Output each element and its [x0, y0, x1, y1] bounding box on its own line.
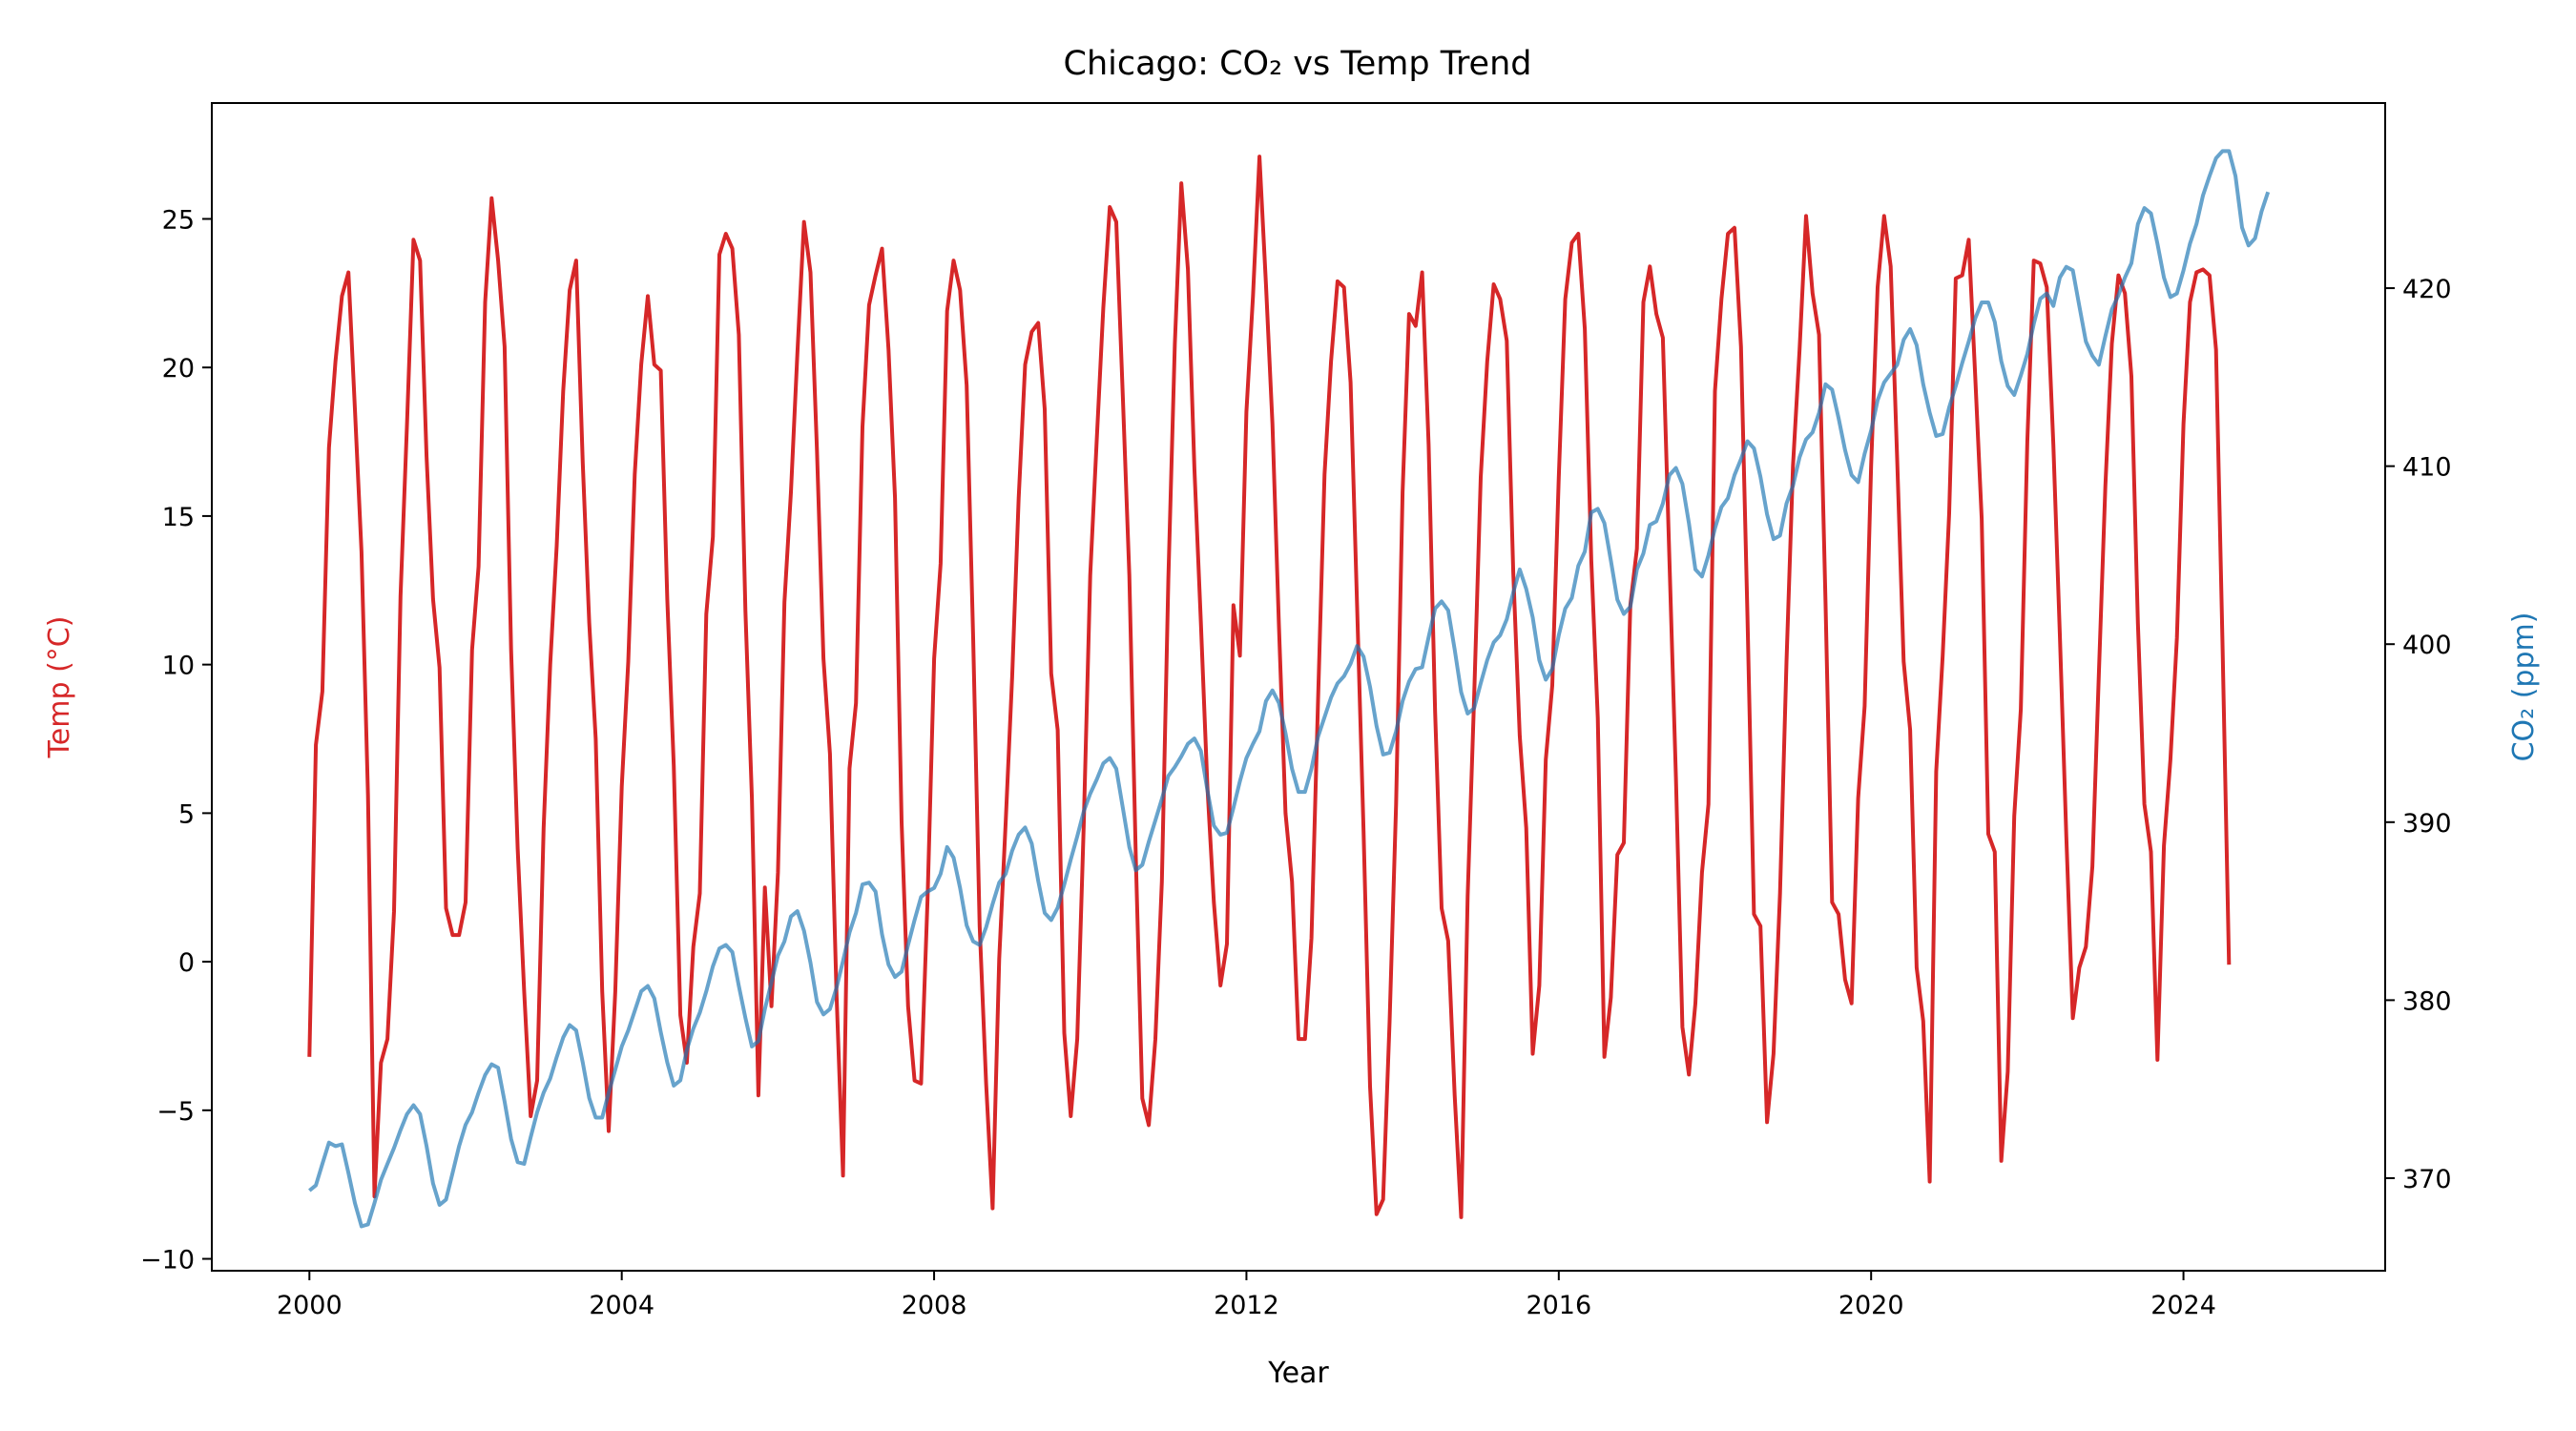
- x-tick-label: 2024: [2150, 1291, 2216, 1320]
- y-left-tick-label: −10: [140, 1246, 195, 1275]
- x-tick-label: 2000: [277, 1291, 343, 1320]
- y-left-tick-label: 15: [162, 503, 195, 532]
- x-tick-label: 2016: [1526, 1291, 1591, 1320]
- x-tick-label: 2012: [1214, 1291, 1279, 1320]
- y-right-axis-title: CO₂ (ppm): [2507, 612, 2541, 762]
- y-left-tick-label: 20: [162, 354, 195, 384]
- temp-line: [307, 155, 2232, 1219]
- y-right-tick-label: 390: [2402, 809, 2452, 839]
- x-tick-label: 2004: [589, 1291, 654, 1320]
- x-axis-title: Year: [1267, 1357, 1329, 1390]
- y-right-tick-label: 370: [2402, 1165, 2452, 1194]
- temp-series: [307, 155, 2232, 1219]
- y-left-axis-ticks: −10 −5 0 5 10 15 20 25: [140, 205, 212, 1275]
- y-left-tick-label: 0: [178, 948, 195, 978]
- y-left-tick-label: 5: [178, 799, 195, 829]
- plot-frame: [211, 102, 2386, 1272]
- y-right-tick-label: 400: [2402, 631, 2452, 660]
- x-tick-label: 2020: [1839, 1291, 1904, 1320]
- y-right-tick-label: 420: [2402, 275, 2452, 304]
- co2-line: [308, 149, 2271, 1229]
- y-left-tick-label: 25: [162, 205, 195, 235]
- chart-title: Chicago: CO₂ vs Temp Trend: [1064, 45, 1532, 83]
- x-tick-label: 2008: [902, 1291, 967, 1320]
- y-right-tick-label: 380: [2402, 986, 2452, 1016]
- y-right-tick-label: 410: [2402, 453, 2452, 483]
- y-left-tick-label: 10: [162, 652, 195, 681]
- x-axis-ticks: 2000 2004 2008 2012 2016 2020 2024: [277, 1271, 2216, 1320]
- y-left-tick-label: −5: [156, 1097, 195, 1127]
- co2-series: [308, 149, 2271, 1229]
- y-left-axis-title: Temp (°C): [43, 616, 76, 759]
- y-right-axis-ticks: 370 380 390 400 410 420: [2385, 275, 2452, 1194]
